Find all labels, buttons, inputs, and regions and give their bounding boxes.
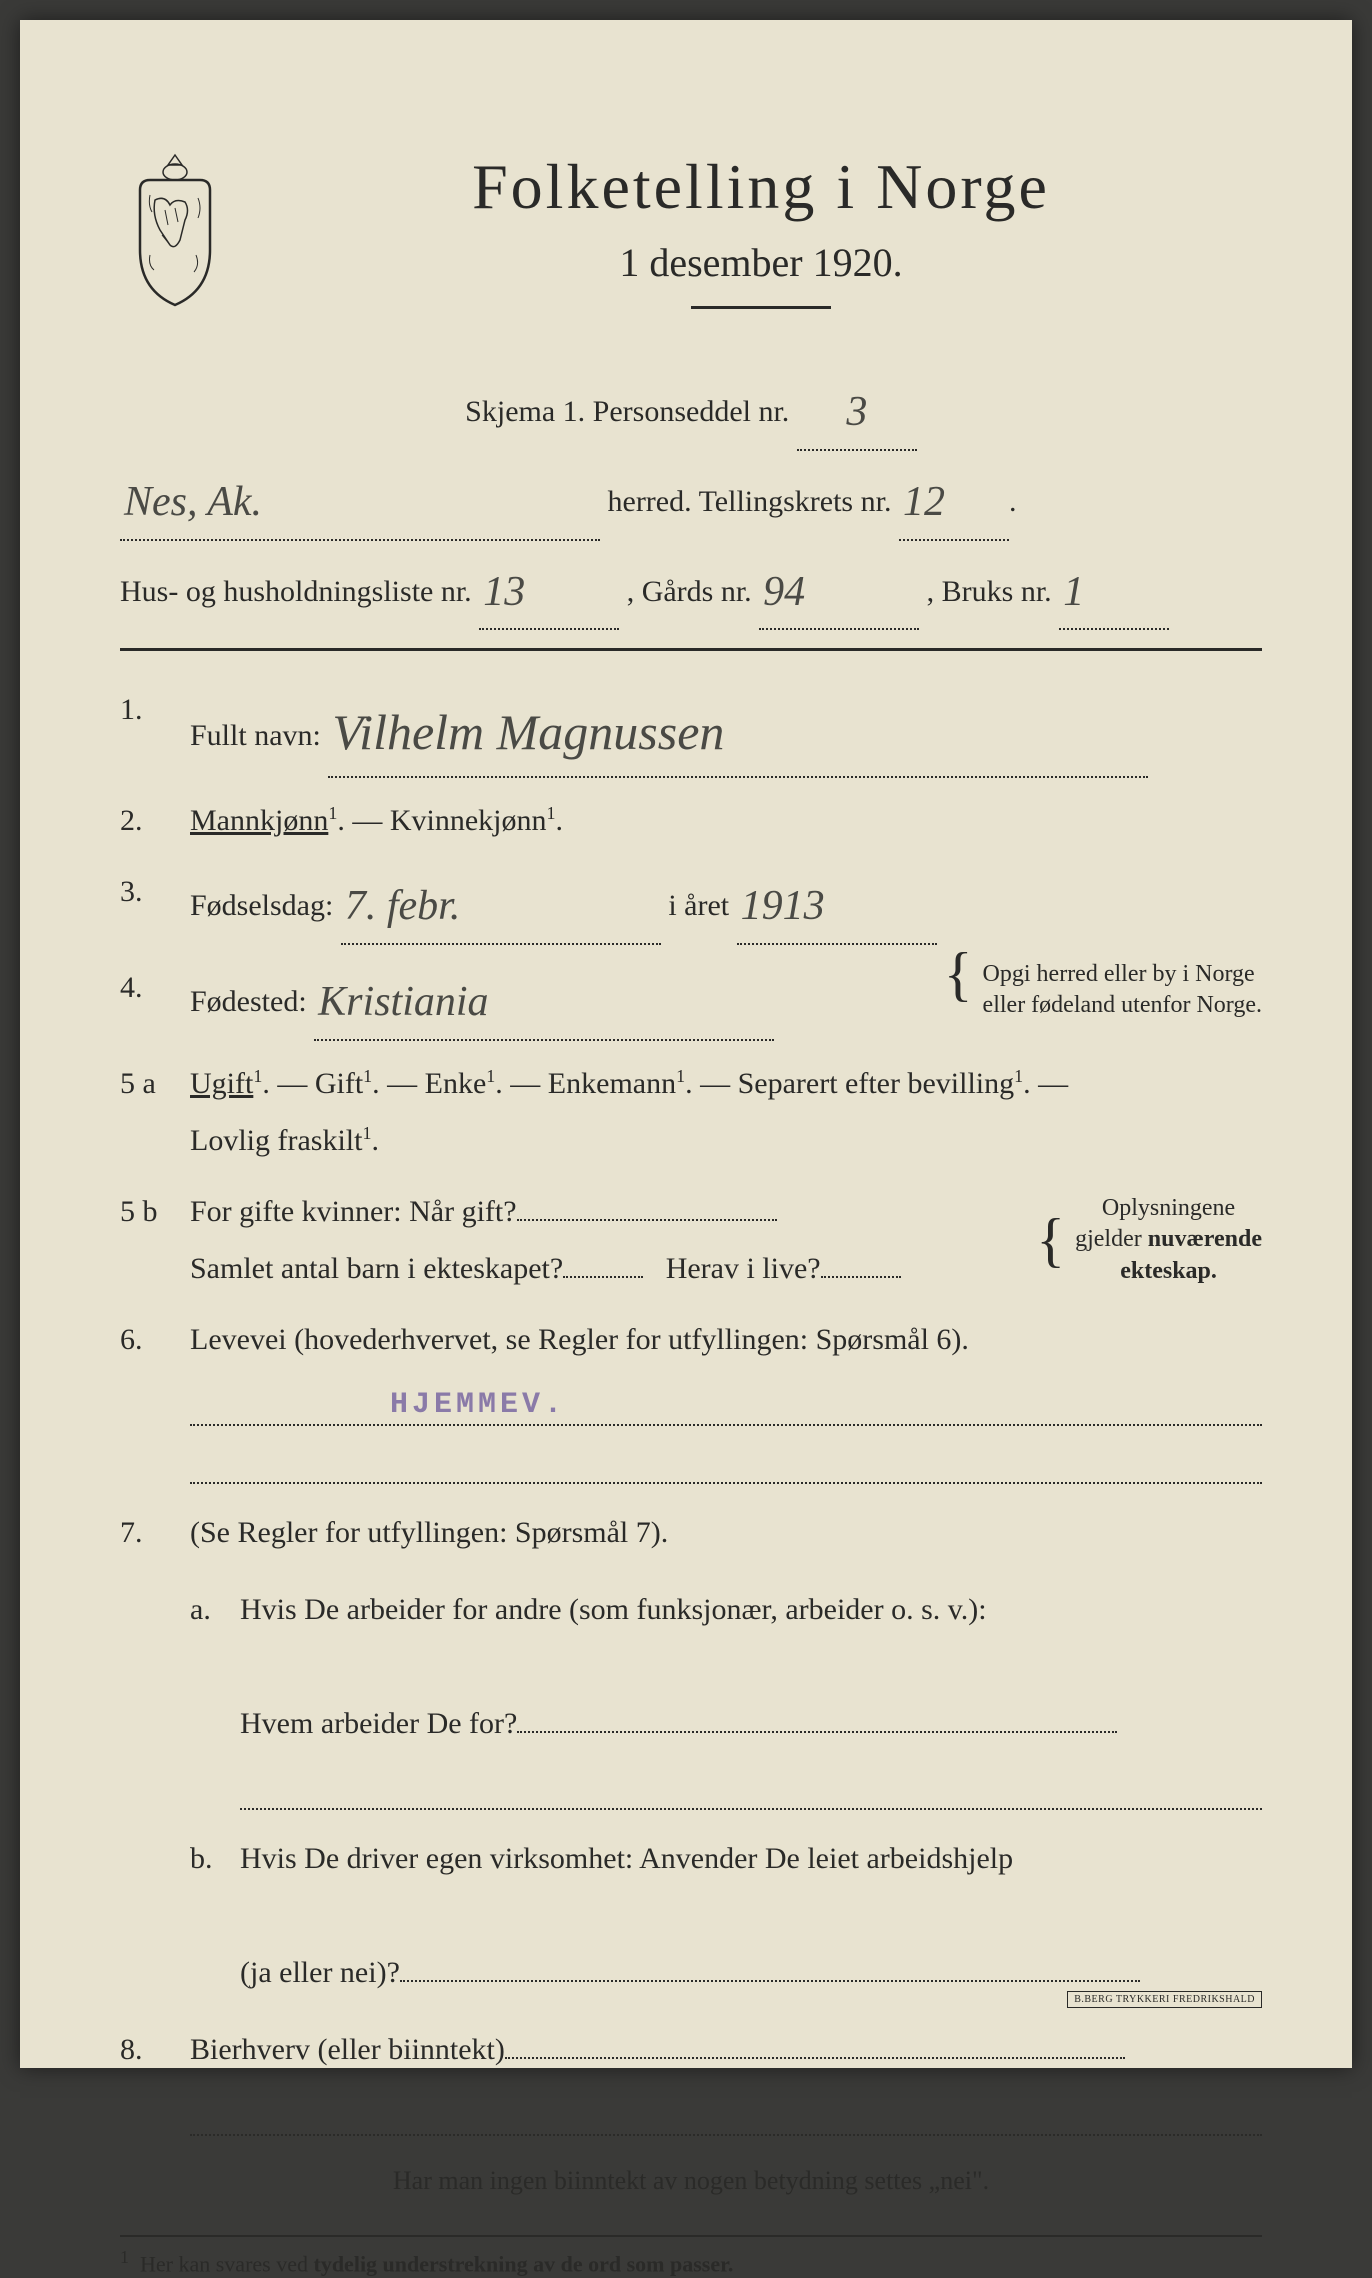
q2-sep: . — <box>337 804 390 837</box>
main-title: Folketelling i Norge <box>260 150 1262 224</box>
q1-value: Vilhelm Magnussen <box>332 704 724 760</box>
tellingskrets-nr: 12 <box>903 479 945 525</box>
q3-year-label: i året <box>668 889 729 922</box>
crest-svg <box>120 150 230 310</box>
q5b-l2a: Samlet antal barn i ekteskapet? <box>190 1252 563 1285</box>
q6-blank-2 <box>190 1446 1262 1484</box>
q6-label: Levevei (hovederhvervet, se Regler for u… <box>190 1323 969 1356</box>
q2-tail: . <box>555 804 563 837</box>
herred-value: Nes, Ak. <box>124 479 262 525</box>
q1: 1. Fullt navn: Vilhelm Magnussen <box>120 681 1262 778</box>
q7: 7. (Se Regler for utfyllingen: Spørsmål … <box>120 1504 1262 1752</box>
gards-nr: 94 <box>763 569 805 615</box>
herred-label: herred. Tellingskrets nr. <box>608 485 892 518</box>
coat-of-arms-icon <box>120 150 230 310</box>
q7a-num: a. <box>190 1581 240 1752</box>
q6-stamp: HJEMMEV. <box>390 1388 566 1422</box>
q2-kvinne: Kvinnekjønn <box>390 804 547 837</box>
q7a-l1: Hvis De arbeider for andre (som funksjon… <box>240 1593 987 1626</box>
title-divider <box>691 306 831 309</box>
q4-label: Fødested: <box>190 985 307 1018</box>
q5a: 5 a Ugift1. — Gift1. — Enke1. — Enkemann… <box>120 1055 1262 1169</box>
q5a-line2: Lovlig fraskilt <box>190 1124 362 1157</box>
husliste-line: Hus- og husholdningsliste nr. 13 , Gårds… <box>120 549 1262 631</box>
q8-label: Bierhverv (eller biinntekt) <box>190 2033 505 2066</box>
q3-year: 1913 <box>741 883 825 929</box>
bruks-nr: 1 <box>1063 569 1084 615</box>
q7a-blank <box>240 1772 1262 1810</box>
q5b: 5 b For gifte kvinner: Når gift? Samlet … <box>120 1183 1262 1297</box>
q8-hint: Har man ingen biinntekt av nogen betydni… <box>120 2156 1262 2205</box>
q6: 6. Levevei (hovederhvervet, se Regler fo… <box>120 1311 1262 1368</box>
q8-blank <box>190 2098 1262 2136</box>
q8-num: 8. <box>120 2021 190 2078</box>
q7b: b. Hvis De driver egen virksomhet: Anven… <box>120 1830 1262 2001</box>
skjema-label: Skjema 1. Personseddel nr. <box>465 395 789 428</box>
footnote-b: tydelig understrekning av de ord som pas… <box>314 2252 734 2277</box>
skjema-line: Skjema 1. Personseddel nr. 3 <box>120 369 1262 451</box>
divider-1 <box>120 648 1262 651</box>
q2-mann: Mannkjønn <box>190 804 328 837</box>
brace-icon-2: { <box>1036 1225 1065 1255</box>
bruks-label: , Bruks nr. <box>927 575 1052 608</box>
q6-blank-1: HJEMMEV. <box>190 1388 1262 1426</box>
q7-label: (Se Regler for utfyllingen: Spørsmål 7). <box>190 1516 668 1549</box>
q5a-ugift: Ugift <box>190 1067 253 1100</box>
q5b-l1: For gifte kvinner: Når gift? <box>190 1195 517 1228</box>
q5a-num: 5 a <box>120 1055 190 1169</box>
husliste-label: Hus- og husholdningsliste nr. <box>120 575 472 608</box>
q7-num: 7. <box>120 1504 190 1752</box>
husliste-nr: 13 <box>483 569 525 615</box>
title-block: Folketelling i Norge 1 desember 1920. <box>260 140 1262 339</box>
q4-note-1: Opgi herred eller by i Norge <box>983 961 1255 987</box>
q7b-l1: Hvis De driver egen virksomhet: Anvender… <box>240 1842 1013 1875</box>
q8: 8. Bierhverv (eller biinntekt) <box>120 2021 1262 2078</box>
personseddel-nr: 3 <box>846 389 867 435</box>
q3-num: 3. <box>120 863 190 945</box>
q4: 4. Fødested: Kristiania { Opgi herred el… <box>120 959 1262 1041</box>
herred-line: Nes, Ak. herred. Tellingskrets nr. 12. <box>120 459 1262 541</box>
q7b-l2: (ja eller nei)? <box>240 1956 400 1989</box>
census-form-page: Folketelling i Norge 1 desember 1920. Sk… <box>20 20 1352 2068</box>
q2: 2. Mannkjønn1. — Kvinnekjønn1. <box>120 792 1262 849</box>
q5b-num: 5 b <box>120 1183 190 1297</box>
q4-num: 4. <box>120 959 190 1041</box>
q1-label: Fullt navn: <box>190 719 321 752</box>
q2-num: 2. <box>120 792 190 849</box>
q4-value: Kristiania <box>318 979 488 1025</box>
q5b-note: Oplysningene gjelder nuværende ekteskap. <box>1075 1193 1262 1287</box>
q4-note-2: eller fødeland utenfor Norge. <box>983 992 1262 1018</box>
footnote-block: 1 Her kan svares ved tydelig understrekn… <box>120 2235 1262 2277</box>
q5b-l2b: Herav i live? <box>666 1252 821 1285</box>
q1-num: 1. <box>120 681 190 778</box>
q7a-l2: Hvem arbeider De for? <box>240 1707 517 1740</box>
q3: 3. Fødselsdag: 7. febr. i året 1913 <box>120 863 1262 945</box>
q3-day: 7. febr. <box>345 883 461 929</box>
subtitle: 1 desember 1920. <box>260 239 1262 286</box>
q3-label: Fødselsdag: <box>190 889 333 922</box>
gards-label: , Gårds nr. <box>627 575 752 608</box>
brace-icon: { <box>944 959 973 989</box>
q6-num: 6. <box>120 1311 190 1368</box>
footnote-a: Her kan svares ved <box>140 2252 314 2277</box>
printer-mark: B.BERG TRYKKERI FREDRIKSHALD <box>1067 1991 1262 2008</box>
q4-note: Opgi herred eller by i Norge eller fødel… <box>983 959 1262 1021</box>
header: Folketelling i Norge 1 desember 1920. <box>120 140 1262 339</box>
q7b-num: b. <box>190 1830 240 2001</box>
footnote-marker: 1 <box>120 2247 129 2267</box>
